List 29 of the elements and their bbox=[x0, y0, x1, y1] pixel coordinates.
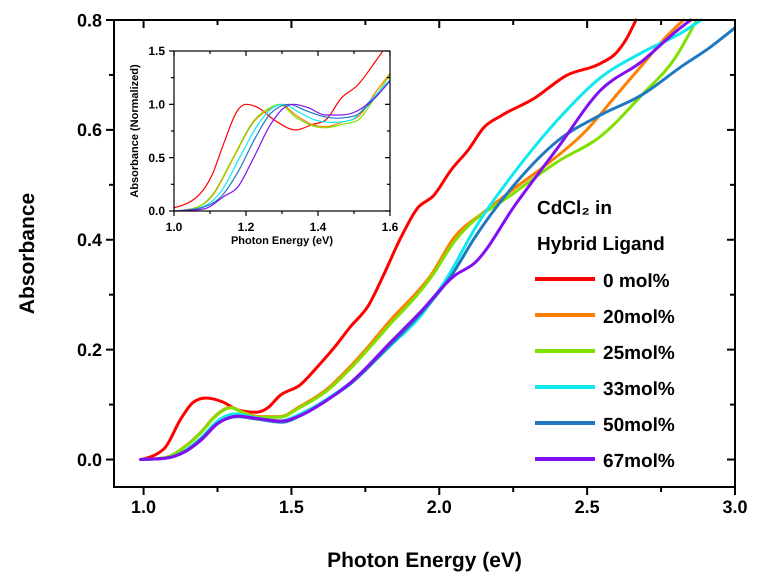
x-axis-title: Photon Energy (eV) bbox=[230, 235, 334, 247]
y-tick-label: 0.8 bbox=[76, 10, 102, 30]
legend-title: CdCl₂ in Hybrid Ligand bbox=[537, 198, 665, 256]
x-tick-label: 1.6 bbox=[382, 220, 399, 234]
line-series bbox=[174, 50, 384, 208]
legend-label: 0 mol% bbox=[603, 271, 670, 292]
x-tick-label: 1.0 bbox=[166, 220, 183, 234]
y-tick-label: 0.0 bbox=[148, 204, 166, 218]
x-tick-label: 1.5 bbox=[278, 497, 304, 517]
legend-label: 25mol% bbox=[603, 343, 675, 364]
legend-label: 67mol% bbox=[603, 451, 675, 472]
legend-label: 20mol% bbox=[603, 307, 675, 328]
x-tick-label: 3.0 bbox=[722, 497, 748, 517]
y-tick-label: 0.2 bbox=[76, 340, 102, 360]
y-tick-label: 0.0 bbox=[76, 450, 102, 470]
y-tick-label: 0.6 bbox=[76, 120, 102, 140]
legend-label: 50mol% bbox=[603, 415, 675, 436]
x-axis-title: Photon Energy (eV) bbox=[327, 549, 522, 572]
legend-label: 33mol% bbox=[603, 379, 675, 400]
y-tick-label: 1.5 bbox=[148, 44, 166, 58]
y-tick-label: 1.0 bbox=[148, 98, 166, 112]
y-tick-label: 0.4 bbox=[76, 230, 102, 250]
y-axis-title: Absorbance (Normalized) bbox=[129, 64, 141, 198]
y-tick-label: 0.5 bbox=[148, 150, 166, 165]
x-tick-label: 2.5 bbox=[574, 497, 600, 517]
x-tick-label: 2.0 bbox=[426, 497, 452, 517]
x-tick-label: 1.2 bbox=[238, 220, 255, 234]
y-axis-title: Absorbance bbox=[16, 192, 39, 314]
x-tick-label: 1.4 bbox=[310, 220, 327, 234]
